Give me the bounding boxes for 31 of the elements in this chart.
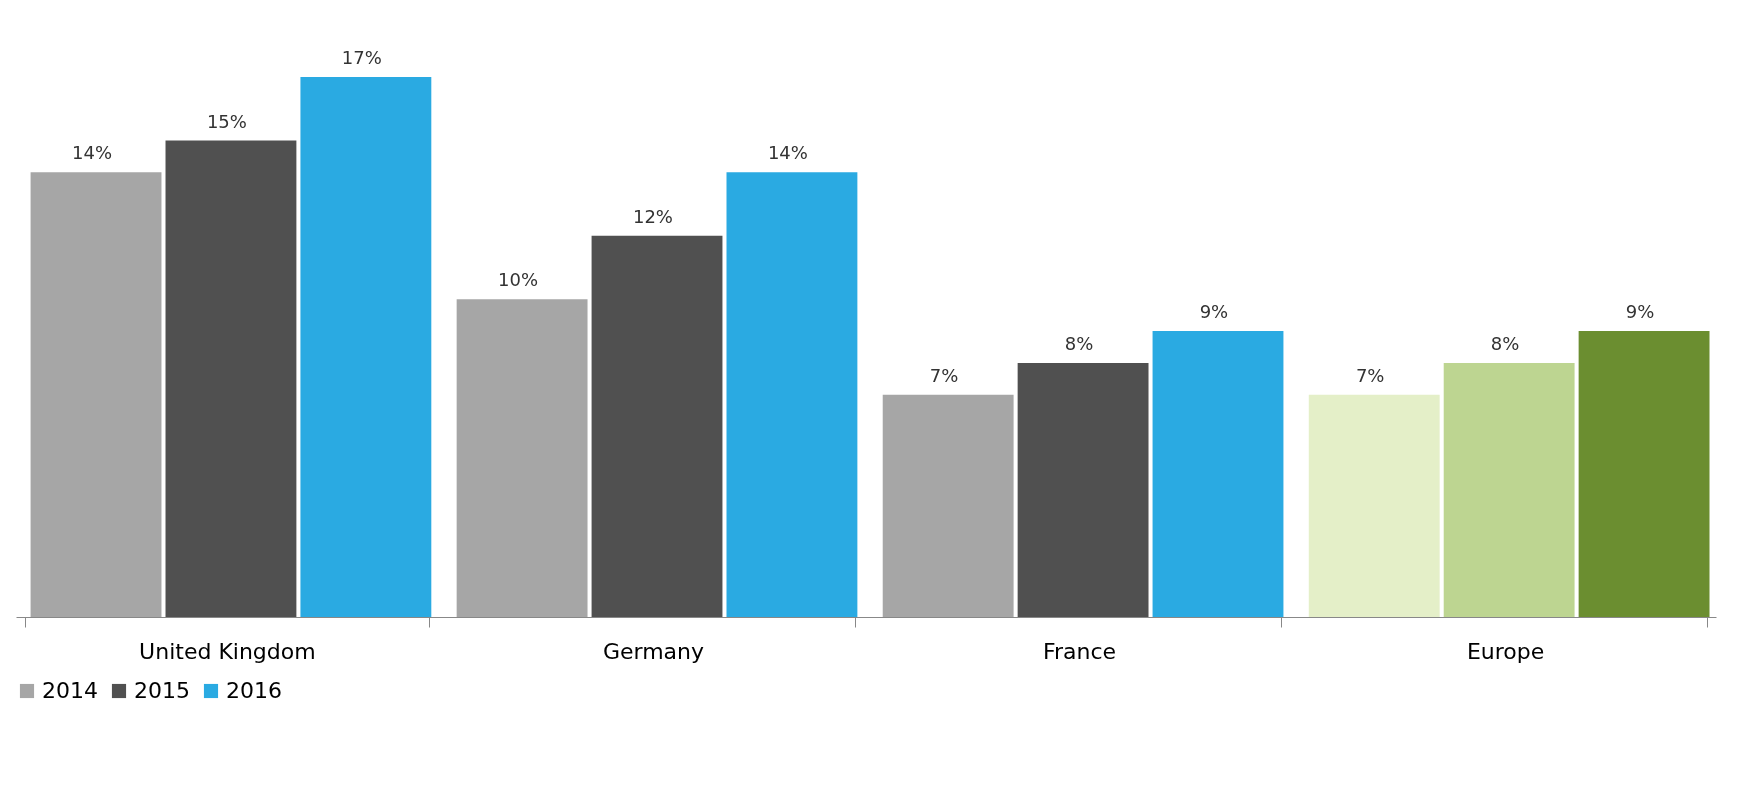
data-label: 15% (206, 110, 247, 132)
bar (1443, 362, 1575, 617)
x-tick-label: Germany (602, 638, 705, 664)
bar (300, 77, 432, 617)
x-tick-label: United Kingdom (139, 638, 316, 664)
data-label: 17% (341, 47, 382, 68)
bar (30, 172, 162, 617)
x-tick-label: Europe (1466, 638, 1545, 664)
bar (1308, 394, 1440, 617)
bar (591, 235, 723, 617)
data-label: 12% (632, 205, 673, 227)
data-label: 9% (1199, 301, 1229, 323)
data-label: 10% (498, 269, 539, 291)
data-label: 14% (71, 142, 112, 164)
data-label: 7% (1355, 364, 1385, 386)
data-label: 8% (1490, 332, 1520, 354)
bar (882, 394, 1014, 617)
data-label: 7% (929, 364, 959, 386)
legend-label: 2016 (226, 678, 282, 703)
bar (1578, 331, 1710, 617)
x-tick-label: France (1042, 638, 1117, 664)
bar (726, 172, 858, 617)
bar (1017, 362, 1149, 617)
legend-label: 2014 (42, 678, 98, 703)
data-label: 14% (767, 142, 808, 164)
bar (456, 299, 588, 617)
data-label: 8% (1064, 332, 1094, 354)
legend-label: 2015 (134, 678, 190, 703)
data-label: 9% (1625, 301, 1655, 323)
bar (1152, 331, 1284, 617)
bar (165, 140, 297, 617)
